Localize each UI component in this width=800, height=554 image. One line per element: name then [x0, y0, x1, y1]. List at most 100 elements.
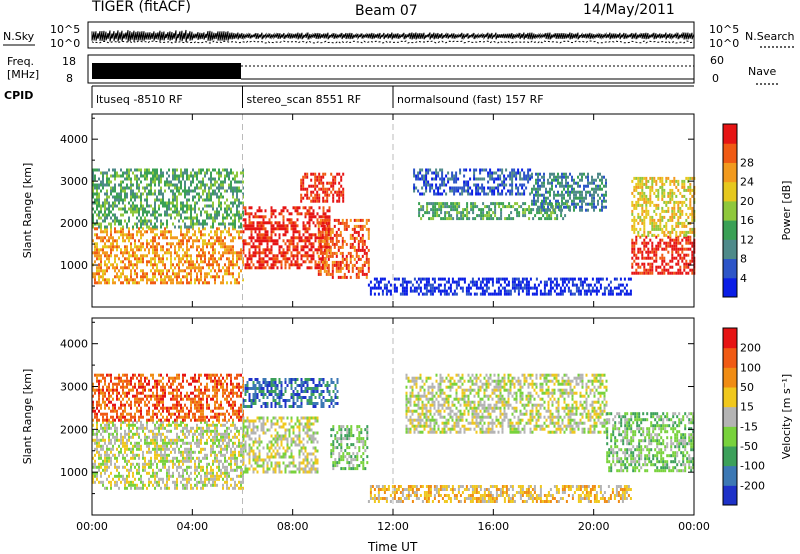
echo-cell	[685, 271, 688, 275]
echo-cell	[258, 263, 261, 267]
echo-cell	[140, 236, 142, 240]
echo-cell	[110, 186, 112, 190]
echo-cell	[357, 230, 360, 234]
echo-cell	[333, 245, 336, 249]
echo-cell	[106, 462, 108, 466]
echo-cell	[98, 186, 100, 190]
echo-cell	[469, 177, 472, 181]
echo-cell	[641, 188, 644, 192]
echo-cell	[144, 189, 146, 193]
echo-cell	[136, 216, 138, 220]
echo-cell	[587, 178, 589, 182]
echo-cell	[198, 186, 200, 190]
echo-cell	[122, 213, 124, 217]
echo-cell	[212, 201, 214, 205]
echo-cell	[531, 175, 533, 179]
echo-cell	[325, 236, 328, 240]
echo-cell	[218, 257, 220, 261]
echo-cell	[220, 186, 222, 190]
echo-cell	[174, 251, 176, 255]
echo-cell	[132, 447, 134, 451]
echo-cell	[635, 206, 638, 210]
echo-cell	[156, 269, 158, 273]
echo-cell	[677, 268, 680, 272]
echo-cell	[571, 202, 573, 206]
echo-cell	[325, 254, 328, 258]
echo-cell	[433, 280, 436, 284]
echo-cell	[236, 210, 238, 214]
echo-cell	[483, 189, 486, 193]
echo-cell	[146, 272, 148, 276]
echo-cell	[593, 205, 595, 209]
echo-cell	[156, 438, 158, 442]
echo-cell	[106, 225, 108, 229]
echo-cell	[326, 181, 329, 185]
echo-cell	[441, 174, 444, 178]
echo-cell	[106, 257, 108, 261]
echo-cell	[581, 190, 583, 194]
echo-cell	[439, 186, 442, 190]
echo-cell	[421, 168, 424, 172]
echo-cell	[381, 277, 384, 281]
echo-cell	[126, 480, 128, 484]
echo-cell	[264, 233, 267, 237]
echo-cell	[154, 450, 156, 454]
echo-cell	[108, 222, 110, 226]
echo-cell	[154, 254, 156, 258]
echo-cell	[134, 453, 136, 457]
echo-cell	[102, 426, 104, 430]
echo-cell	[549, 181, 551, 185]
echo-cell	[100, 263, 102, 267]
echo-cell	[214, 275, 216, 279]
echo-cell	[108, 201, 110, 205]
echo-cell	[96, 269, 98, 273]
echo-cell	[377, 292, 380, 296]
echo-cell	[363, 251, 366, 255]
echo-cell	[188, 239, 190, 243]
echo-cell	[655, 268, 658, 272]
echo-cell	[154, 281, 156, 285]
echo-cell	[365, 257, 368, 261]
echo-cell	[585, 184, 587, 188]
echo-cell	[587, 190, 589, 194]
echo-cell	[318, 242, 321, 246]
echo-cell	[389, 292, 392, 296]
echo-cell	[329, 245, 332, 249]
echo-cell	[445, 192, 448, 196]
cpid-row: ltuseq -8510 RF stereo_scan 8551 RF normal…	[91, 85, 694, 108]
echo-cell	[170, 257, 172, 261]
echo-cell	[212, 236, 214, 240]
echo-cell	[256, 233, 259, 237]
echo-cell	[645, 203, 648, 207]
echo-cell	[120, 426, 122, 430]
echo-cell	[601, 208, 603, 212]
echo-cell	[573, 187, 575, 191]
echo-cell	[401, 277, 404, 281]
echo-cell	[168, 230, 170, 234]
echo-cell	[132, 471, 134, 475]
echo-cell	[290, 242, 293, 246]
echo-cell	[150, 462, 152, 466]
echo-cell	[162, 245, 164, 249]
echo-cell	[681, 209, 684, 213]
echo-cell	[677, 182, 680, 186]
echo-cell	[294, 224, 297, 228]
echo-cell	[327, 266, 330, 270]
echo-cell	[451, 177, 454, 181]
echo-cell	[535, 277, 538, 281]
echo-cell	[234, 225, 236, 229]
echo-cell	[268, 221, 271, 225]
echo-cell	[244, 221, 247, 225]
echo-cell	[106, 263, 108, 267]
echo-cell	[132, 189, 134, 193]
echo-cell	[272, 266, 275, 270]
echo-cell	[220, 180, 222, 184]
echo-cell	[264, 215, 267, 219]
echo-cell	[555, 205, 557, 209]
echo-cell	[96, 222, 98, 226]
echo-cell	[102, 245, 104, 249]
echo-cell	[182, 201, 184, 205]
echo-cell	[238, 204, 240, 208]
echo-cell	[465, 189, 468, 193]
echo-cell	[601, 202, 603, 206]
